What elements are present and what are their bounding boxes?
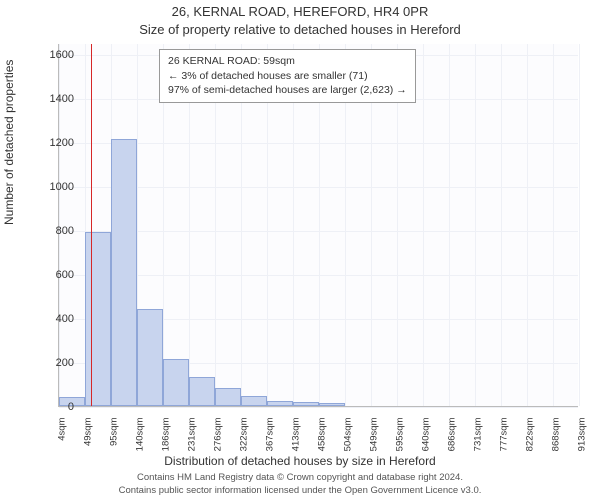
ytick-label: 1200	[34, 137, 74, 149]
xtick-label: 95sqm	[109, 418, 120, 447]
ytick-label: 800	[34, 225, 74, 237]
xtick-label: 731sqm	[473, 418, 484, 452]
histogram-bar	[189, 377, 215, 406]
xtick-label: 822sqm	[525, 418, 536, 452]
xtick-label: 413sqm	[291, 418, 302, 452]
gridline-v	[527, 44, 528, 406]
xtick-label: 276sqm	[213, 418, 224, 452]
histogram-bar	[137, 309, 163, 406]
gridline-v	[475, 44, 476, 406]
footer-line-2: Contains public sector information licen…	[0, 485, 600, 497]
ytick-label: 1400	[34, 93, 74, 105]
xtick-label: 504sqm	[343, 418, 354, 452]
gridline-v	[501, 44, 502, 406]
xtick-label: 777sqm	[499, 418, 510, 452]
xtick-label: 913sqm	[577, 418, 588, 452]
footer-text: Contains HM Land Registry data © Crown c…	[0, 472, 600, 497]
gridline-v	[423, 44, 424, 406]
footer-line-1: Contains HM Land Registry data © Crown c…	[0, 472, 600, 484]
plot-area: 26 KERNAL ROAD: 59sqm← 3% of detached ho…	[58, 44, 578, 407]
callout-box: 26 KERNAL ROAD: 59sqm← 3% of detached ho…	[159, 49, 416, 103]
gridline-v	[553, 44, 554, 406]
xtick-label: 549sqm	[369, 418, 380, 452]
histogram-bar	[163, 359, 189, 406]
chart-title-main: 26, KERNAL ROAD, HEREFORD, HR4 0PR	[0, 4, 600, 19]
xtick-label: 640sqm	[421, 418, 432, 452]
chart-container: 26, KERNAL ROAD, HEREFORD, HR4 0PR Size …	[0, 0, 600, 500]
xtick-label: 231sqm	[187, 418, 198, 452]
xtick-label: 186sqm	[161, 418, 172, 452]
yaxis-label: Number of detached properties	[2, 60, 16, 225]
chart-title-sub: Size of property relative to detached ho…	[0, 22, 600, 37]
histogram-bar	[293, 402, 319, 406]
histogram-bar	[215, 388, 241, 406]
xtick-label: 367sqm	[265, 418, 276, 452]
xtick-label: 868sqm	[551, 418, 562, 452]
gridline-h	[59, 407, 578, 408]
histogram-bar	[111, 139, 137, 406]
xtick-label: 49sqm	[83, 418, 94, 447]
gridline-v	[449, 44, 450, 406]
callout-line: ← 3% of detached houses are smaller (71)	[168, 69, 407, 84]
histogram-bar	[267, 401, 293, 407]
ytick-label: 600	[34, 269, 74, 281]
xtick-label: 140sqm	[135, 418, 146, 452]
callout-line: 26 KERNAL ROAD: 59sqm	[168, 54, 407, 69]
ytick-label: 200	[34, 357, 74, 369]
gridline-v	[579, 44, 580, 406]
callout-line: 97% of semi-detached houses are larger (…	[168, 83, 407, 98]
xtick-label: 595sqm	[395, 418, 406, 452]
ytick-label: 400	[34, 313, 74, 325]
reference-line	[91, 44, 92, 406]
ytick-label: 0	[34, 401, 74, 413]
histogram-bar	[241, 396, 267, 406]
xtick-label: 458sqm	[317, 418, 328, 452]
xtick-label: 322sqm	[239, 418, 250, 452]
histogram-bar	[85, 232, 111, 406]
xtick-label: 686sqm	[447, 418, 458, 452]
ytick-label: 1600	[34, 49, 74, 61]
ytick-label: 1000	[34, 181, 74, 193]
histogram-bar	[319, 403, 345, 406]
xaxis-label: Distribution of detached houses by size …	[0, 454, 600, 468]
xtick-label: 4sqm	[57, 418, 68, 441]
